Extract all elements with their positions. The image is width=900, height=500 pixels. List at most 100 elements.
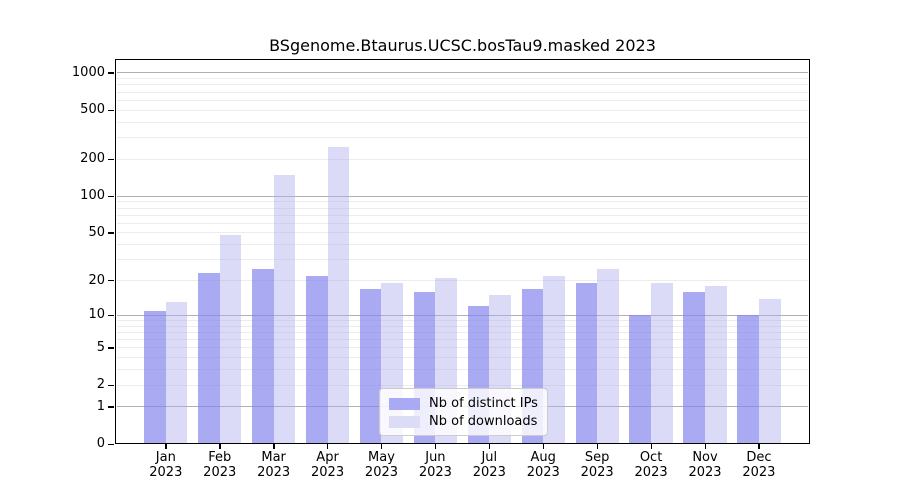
bar-downloads-mar [273,174,296,443]
gridline-3 [117,369,808,371]
gridline-30 [117,259,808,261]
y-tick-label-20: 20 [88,272,105,288]
x-tick-label-may: May 2023 [364,450,399,480]
y-tick-mark [108,280,114,282]
bar-downloads-oct [651,283,673,443]
y-tick-label-5: 5 [96,339,105,355]
gridline-300 [117,137,808,139]
legend-swatch-icon [389,415,420,428]
x-tick-mark [273,444,275,449]
y-tick-mark [108,443,114,445]
y-tick-label-1000: 1000 [71,64,105,80]
x-tick-label-apr: Apr 2023 [311,450,345,480]
gridline-60 [117,222,808,224]
bar-downloads-dec [758,298,781,443]
x-tick-label-nov: Nov 2023 [688,450,722,480]
x-tick-mark [650,444,652,449]
x-tick-label-jun: Jun 2023 [418,450,452,480]
gridline-100 [117,195,808,197]
gridline-500 [117,109,808,111]
bar-distinct-ips-feb [198,273,220,443]
bar-distinct-ips-sep [575,283,598,443]
y-tick-mark [108,406,114,408]
x-tick-mark [704,444,706,449]
bar-downloads-nov [705,285,727,443]
bar-distinct-ips-may [359,288,382,443]
gridline-900 [117,78,808,80]
y-tick-mark [108,384,114,386]
gridline-9 [117,319,808,321]
bar-downloads-apr [327,147,350,443]
x-tick-mark [380,444,383,449]
y-tick-mark [108,314,114,317]
y-tick-mark [108,195,114,198]
y-tick-mark [108,347,114,349]
bar-downloads-feb [219,235,242,443]
y-tick-mark [108,109,114,112]
chart-title: BSgenome.Btaurus.UCSC.bosTau9.masked 202… [269,36,656,55]
legend-swatch-icon [389,397,420,410]
gridline-10 [117,314,808,316]
gridline-1000 [117,72,808,74]
gridline-7 [117,331,808,333]
bar-distinct-ips-apr [305,275,328,443]
gridline-5 [117,347,808,349]
x-tick-mark [434,444,437,449]
gridline-6 [117,339,808,340]
x-tick-mark [327,444,329,449]
bar-distinct-ips-dec [737,315,759,443]
x-tick-mark [542,444,545,449]
legend-label: Nb of downloads [429,414,538,429]
bar-downloads-jan [165,302,188,443]
bar-distinct-ips-nov [683,291,705,443]
x-tick-label-feb: Feb 2023 [203,450,237,480]
legend-label: Nb of distinct IPs [429,396,538,411]
gridline-800 [117,84,808,86]
y-tick-label-2: 2 [96,377,105,392]
bar-distinct-ips-oct [629,315,652,443]
gridline-70 [117,214,808,216]
x-tick-label-oct: Oct 2023 [634,450,668,480]
bar-distinct-ips-jan [144,310,166,443]
legend: Nb of distinct IPs Nb of downloads [379,388,548,436]
bar-downloads-sep [597,269,619,443]
y-tick-label-200: 200 [80,151,105,167]
y-tick-label-100: 100 [80,188,105,204]
y-tick-label-50: 50 [88,224,105,240]
x-tick-label-jan: Jan 2023 [149,450,183,480]
y-tick-mark [108,72,114,74]
x-tick-mark [219,444,221,449]
x-tick-mark [165,444,167,449]
y-tick-label-10: 10 [88,307,105,323]
x-tick-label-aug: Aug 2023 [526,450,560,480]
gridline-40 [117,244,808,246]
x-tick-mark [596,444,599,449]
x-tick-mark [758,444,760,449]
gridline-50 [117,232,808,234]
gridline-90 [117,201,808,203]
y-tick-mark [108,158,114,161]
y-tick-mark [108,232,114,234]
gridline-200 [117,158,808,160]
x-tick-mark [488,444,491,449]
x-tick-label-sep: Sep 2023 [580,450,614,480]
y-tick-label-0: 0 [96,436,105,451]
y-tick-label-500: 500 [80,102,105,118]
plot-border [115,59,810,444]
gridline-400 [117,121,808,123]
gridline-600 [117,99,808,101]
x-tick-label-dec: Dec 2023 [742,450,776,480]
gridline-80 [117,207,808,209]
legend-item-1: Nb of downloads [389,414,538,429]
bar-downloads-aug [543,275,565,443]
gridline-8 [117,325,808,327]
gridline-700 [117,91,808,93]
y-tick-label-1: 1 [96,398,105,414]
x-tick-label-mar: Mar 2023 [257,450,291,480]
x-tick-label-jul: Jul 2023 [472,450,506,480]
gridline-2 [117,384,808,386]
legend-item-0: Nb of distinct IPs [389,396,538,411]
gridline-4 [117,357,808,359]
bar-distinct-ips-mar [252,269,274,443]
